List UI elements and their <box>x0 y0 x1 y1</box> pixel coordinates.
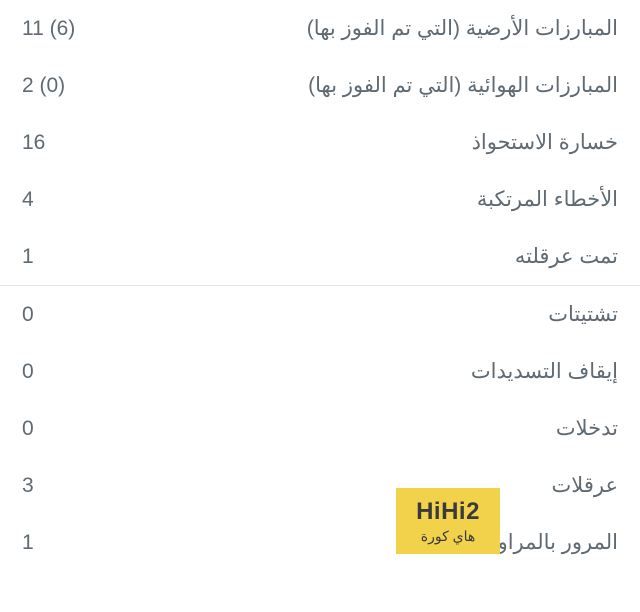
stat-row: عرقلات 3 <box>0 457 640 514</box>
stat-row: خسارة الاستحواذ 16 <box>0 114 640 171</box>
stat-value: 3 <box>22 474 34 498</box>
stat-value: 1 <box>22 245 34 269</box>
stat-row: المرور بالمراوغة 1 <box>0 514 640 571</box>
stats-table: المبارزات الأرضية (التي تم الفوز بها) 11… <box>0 0 640 571</box>
stat-value: 0 <box>22 360 34 384</box>
stat-label: المبارزات الهوائية (التي تم الفوز بها) <box>308 73 618 98</box>
stat-row: الأخطاء المرتكبة 4 <box>0 171 640 228</box>
stat-value: 2 (0) <box>22 74 65 98</box>
stat-value: 1 <box>22 531 34 555</box>
stat-row: تدخلات 0 <box>0 400 640 457</box>
stat-label: تمت عرقلته <box>515 244 618 269</box>
stat-value: 0 <box>22 417 34 441</box>
stat-row: تمت عرقلته 1 <box>0 228 640 285</box>
stat-value: 16 <box>22 131 45 155</box>
stat-label: تدخلات <box>556 416 618 441</box>
stat-label: المبارزات الأرضية (التي تم الفوز بها) <box>307 16 618 41</box>
stat-row: المبارزات الأرضية (التي تم الفوز بها) 11… <box>0 0 640 57</box>
watermark-subtitle: هاي كورة <box>421 528 476 545</box>
watermark-title: HiHi2 <box>416 498 480 526</box>
stat-label: تشتيتات <box>548 302 618 327</box>
stat-row: تشتيتات 0 <box>0 286 640 343</box>
stat-label: الأخطاء المرتكبة <box>477 187 618 212</box>
stat-value: 4 <box>22 188 34 212</box>
stat-value: 11 (6) <box>22 17 75 41</box>
stat-label: عرقلات <box>552 473 618 498</box>
watermark-badge: HiHi2 هاي كورة <box>396 488 500 554</box>
stat-label: خسارة الاستحواذ <box>472 130 618 155</box>
stat-row: إيقاف التسديدات 0 <box>0 343 640 400</box>
stat-value: 0 <box>22 303 34 327</box>
stat-label: إيقاف التسديدات <box>471 359 618 384</box>
stat-row: المبارزات الهوائية (التي تم الفوز بها) 2… <box>0 57 640 114</box>
